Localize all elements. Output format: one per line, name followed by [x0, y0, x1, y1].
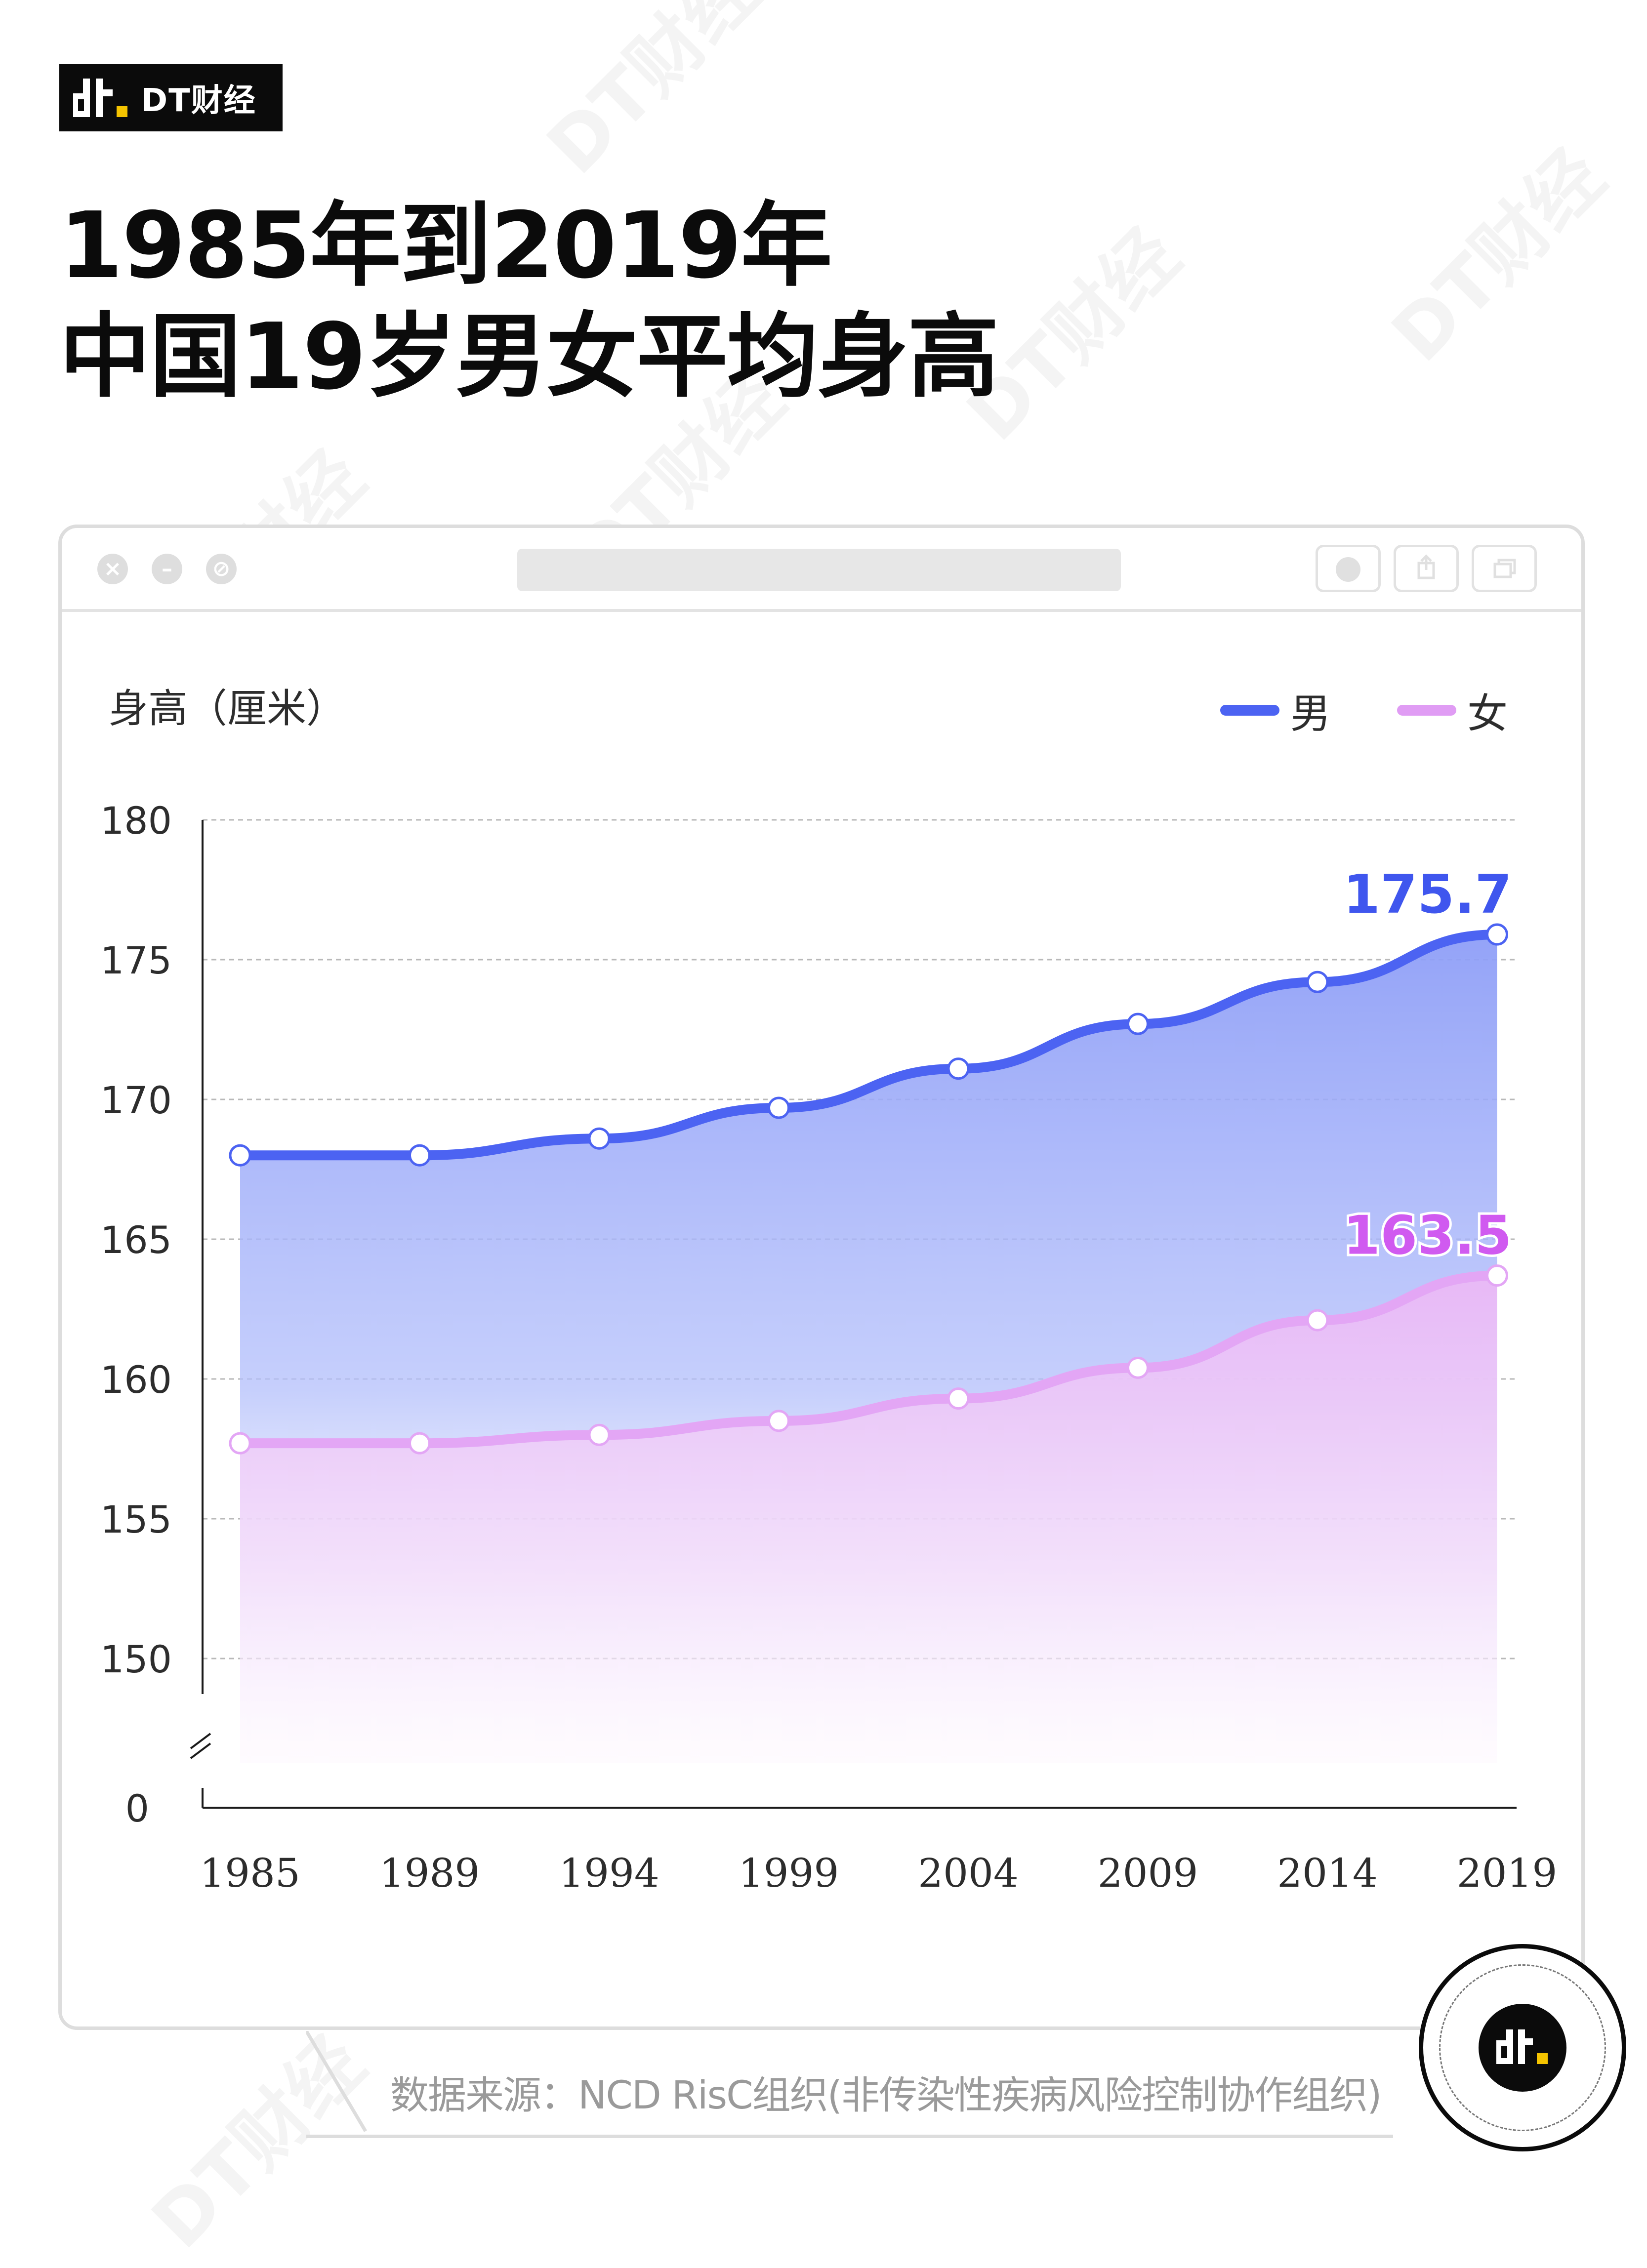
point-female: [588, 1423, 611, 1446]
x-tick-label: 1989: [379, 1850, 480, 1896]
axis-break-mark: [190, 1733, 211, 1749]
point-female: [1486, 1264, 1508, 1287]
share-icon: [1417, 554, 1435, 579]
record-button[interactable]: [1316, 545, 1381, 592]
window-toolbar: × – ⊘: [62, 528, 1581, 612]
point-female: [768, 1410, 790, 1432]
windows-icon: [1493, 559, 1516, 578]
y-tick-label: 165: [100, 1218, 172, 1262]
y-tick-label: 0: [125, 1786, 149, 1830]
legend-item-female: 女: [1397, 681, 1508, 739]
point-male: [768, 1096, 790, 1119]
area-female: [240, 1275, 1497, 1763]
height-area-chart: 175.7 163.5 180 175 170 165 160 155 150 0 1985 198…: [100, 799, 1558, 1896]
footer-tab-outline: [306, 2031, 368, 2132]
point-male: [947, 1057, 970, 1080]
line-female: [235, 1270, 1502, 1449]
badge-logo-icon: [1479, 2004, 1566, 2092]
dt-badge: [1419, 1944, 1626, 2151]
x-tick-label: 2014: [1277, 1850, 1378, 1896]
y-tick-label: 155: [100, 1498, 172, 1541]
point-female: [947, 1387, 970, 1410]
x-tick-label: 2009: [1098, 1850, 1198, 1896]
point-male: [229, 1144, 251, 1167]
dt-logo-icon: [73, 79, 130, 117]
tabs-button[interactable]: [1472, 545, 1537, 592]
title-line-1: 1985年到2019年: [59, 192, 832, 299]
line-male: [235, 930, 1502, 1161]
point-female: [409, 1432, 431, 1455]
address-bar[interactable]: [517, 549, 1121, 591]
brand-logo: DT财经: [59, 64, 283, 131]
y-axis-title: 身高（厘米）: [109, 686, 346, 731]
legend-label-female: 女: [1467, 690, 1508, 737]
brand-name: DT财经: [141, 82, 256, 119]
point-male: [588, 1127, 611, 1150]
point-male: [1486, 923, 1508, 946]
record-icon: [1336, 557, 1360, 582]
x-tick-label: 1999: [739, 1850, 839, 1896]
point-female: [229, 1432, 251, 1455]
y-tick-label: 170: [100, 1078, 172, 1122]
x-tick-label: 2004: [918, 1850, 1019, 1896]
x-tick-label: 1994: [559, 1850, 659, 1896]
minimize-icon[interactable]: –: [152, 554, 182, 584]
axis-break-mark: [190, 1742, 211, 1759]
badge-ring: [1439, 1964, 1606, 2131]
y-tick-label: 180: [100, 799, 172, 843]
close-icon[interactable]: ×: [97, 554, 128, 584]
disable-icon[interactable]: ⊘: [206, 554, 237, 584]
x-tick-label: 2019: [1457, 1850, 1558, 1896]
page-title: 1985年到2019年 中国19岁男女平均身高: [59, 190, 999, 412]
y-tick-label: 160: [100, 1358, 172, 1402]
point-male: [409, 1144, 431, 1167]
point-male: [1306, 971, 1329, 993]
legend-item-male: 男: [1220, 681, 1331, 739]
title-line-2: 中国19岁男女平均身高: [59, 303, 999, 410]
y-tick-label: 150: [100, 1637, 172, 1681]
point-female: [1306, 1309, 1329, 1332]
legend-swatch-male: [1220, 704, 1279, 716]
end-label-female: 163.5: [1343, 1205, 1512, 1267]
footer-tab: [306, 2031, 1393, 2138]
x-tick-label: 1985: [200, 1850, 300, 1896]
data-source: 数据来源：NCD RisC组织(非传染性疾病风险控制协作组织): [390, 2073, 1382, 2118]
y-tick-label: 175: [100, 938, 172, 982]
legend-swatch-female: [1397, 704, 1456, 716]
share-button[interactable]: [1394, 545, 1459, 592]
end-label-male: 175.7: [1343, 864, 1512, 926]
legend-label-male: 男: [1290, 690, 1331, 737]
point-female: [1127, 1356, 1149, 1379]
point-male: [1127, 1012, 1149, 1035]
